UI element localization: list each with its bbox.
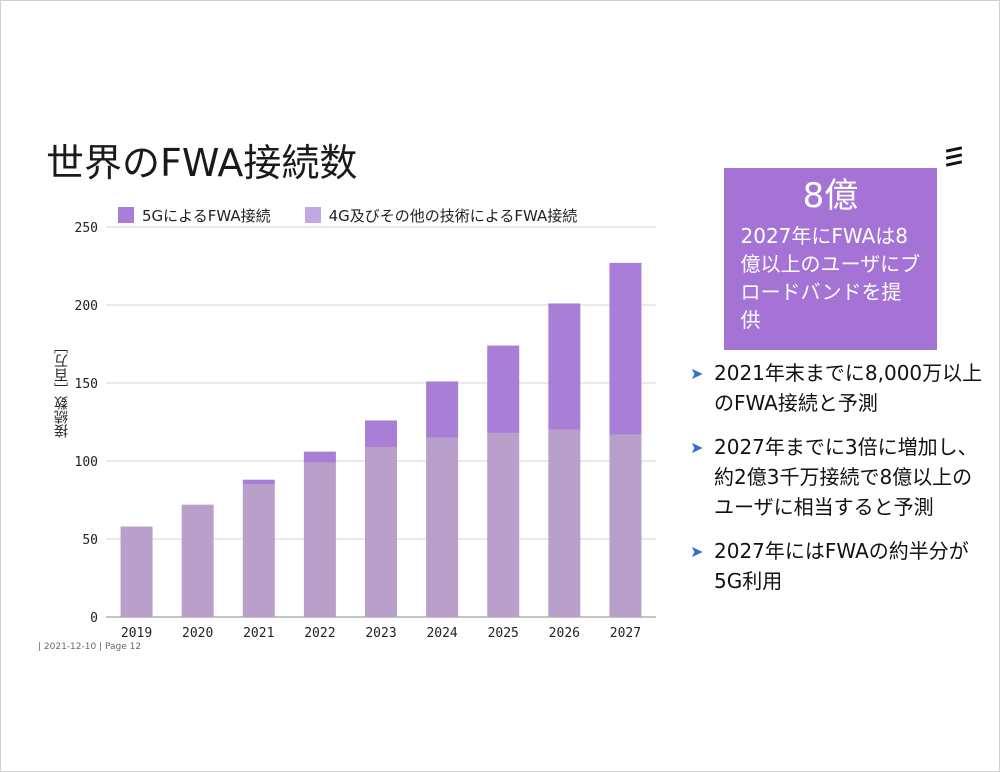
- legend-label-4g: 4G及びその他の技術によるFWA接続: [328, 206, 578, 225]
- x-tick-label: 2022: [304, 626, 335, 641]
- callout-text: 2027年にFWAは8億以上のユーザにブロードバンドを提供: [740, 224, 921, 332]
- bullet-item: ➤ 2027年にはFWAの約半分が5G利用: [690, 536, 990, 596]
- bar-segment-4g: [426, 437, 459, 617]
- y-tick-label: 200: [75, 299, 98, 314]
- callout-headline: 8億: [802, 176, 859, 216]
- stacked-bar-chart: 0 50 100 150 200 250 2019 2020 2021 2022 2023 2024 2…: [75, 221, 656, 641]
- bar-segment-5g: [426, 381, 459, 438]
- bar-segment-4g: [242, 484, 275, 617]
- bar-segment-4g: [548, 429, 581, 617]
- bullet-item: ➤ 2027年までに3倍に増加し、約2億3千万接続で8億以上のユーザに相当すると…: [690, 432, 990, 522]
- legend-label-5g: 5GによるFWA接続: [142, 206, 271, 225]
- bar-segment-5g: [365, 420, 397, 447]
- bar-segment-4g: [303, 462, 336, 617]
- legend-swatch-4g: [304, 207, 321, 223]
- arrow-bullet-icon: ➤: [690, 542, 704, 561]
- y-tick-label: 250: [75, 221, 98, 236]
- bullet-item: ➤ 2021年末までに8,000万以上のFWA接続と予測: [690, 358, 990, 418]
- x-tick-label: 2019: [121, 626, 152, 641]
- legend-swatch-5g: [118, 207, 134, 223]
- x-tick-label: 2027: [610, 626, 641, 641]
- highlight-callout: 8億 2027年にFWAは8億以上のユーザにブロードバンドを提供: [724, 168, 937, 350]
- bar-segment-5g: [487, 345, 520, 433]
- bar-segment-5g: [609, 262, 642, 435]
- x-tick-label: 2023: [365, 626, 396, 641]
- legend-item-5g: 5GによるFWA接続: [118, 205, 271, 226]
- x-tick-label: 2020: [182, 626, 213, 641]
- x-tick-label: 2021: [243, 626, 274, 641]
- bar-segment-4g: [365, 446, 397, 617]
- slide-title: 世界のFWA接続数: [46, 141, 358, 185]
- bar-segment-4g: [609, 434, 642, 617]
- bar-segment-4g: [120, 526, 153, 617]
- bar-segment-5g: [548, 303, 581, 430]
- bar-segment-5g: [303, 451, 336, 463]
- y-tick-label: 100: [75, 455, 98, 470]
- y-tick-label: 50: [82, 533, 98, 548]
- bullet-list: ➤ 2021年末までに8,000万以上のFWA接続と予測 ➤ 2027年までに3…: [690, 358, 990, 610]
- x-tick-label: 2025: [488, 626, 519, 641]
- y-tick-label: 150: [75, 377, 98, 392]
- slide-footer: | 2021-12-10 | Page 12: [38, 642, 142, 652]
- bar-segment-5g: [242, 479, 275, 485]
- x-tick-label: 2026: [549, 626, 580, 641]
- bullet-text: 2027年にはFWAの約半分が5G利用: [714, 539, 969, 593]
- arrow-bullet-icon: ➤: [690, 364, 704, 383]
- chart-legend: 5GによるFWA接続 4G及びその他の技術によるFWA接続: [118, 205, 611, 225]
- bar-segment-4g: [181, 504, 214, 617]
- arrow-bullet-icon: ➤: [690, 438, 704, 457]
- x-tick-label: 2024: [426, 626, 457, 641]
- bullet-text: 2027年までに3倍に増加し、約2億3千万接続で8億以上のユーザに相当すると予測: [714, 435, 978, 519]
- bullet-text: 2021年末までに8,000万以上のFWA接続と予測: [714, 361, 983, 415]
- bar-segment-4g: [487, 432, 520, 617]
- ericsson-logo-icon: [945, 146, 963, 167]
- legend-item-4g: 4G及びその他の技術によるFWA接続: [304, 205, 578, 226]
- y-tick-label: 0: [90, 611, 98, 626]
